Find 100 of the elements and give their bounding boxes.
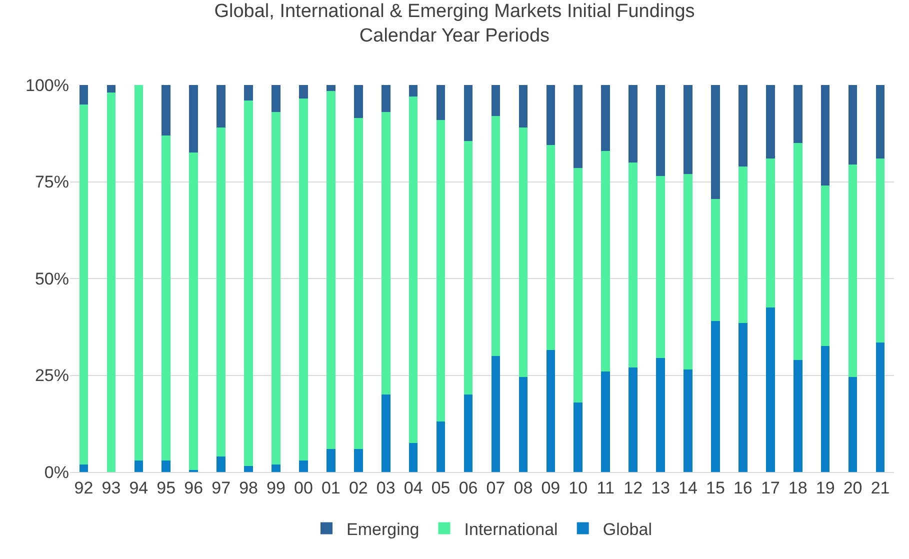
x-tick-label: 96: [184, 478, 204, 498]
chart-title: Global, International & Emerging Markets Initial Fundings: [214, 0, 695, 22]
x-tick-label: 99: [266, 478, 286, 498]
bar: [793, 85, 802, 144]
bar: [601, 371, 610, 472]
bar: [711, 199, 720, 322]
bar: [106, 92, 116, 472]
bar: [656, 176, 665, 358]
bar: [244, 85, 253, 100]
bar: [436, 120, 446, 422]
bar: [162, 85, 171, 136]
bar: [381, 112, 390, 395]
x-tick-label: 15: [706, 478, 725, 498]
bar: [491, 85, 500, 116]
bar: [79, 464, 88, 472]
bar: [518, 377, 528, 472]
x-tick-label: 05: [431, 478, 450, 498]
bar: [244, 466, 253, 472]
bar: [79, 104, 88, 464]
bar: [684, 85, 692, 174]
x-tick-label: 18: [788, 478, 808, 498]
bar: [436, 422, 446, 472]
bar: [656, 85, 665, 176]
x-tick-label: 03: [376, 478, 396, 498]
legend-label: International: [464, 520, 558, 539]
bar: [601, 85, 610, 151]
bar: [656, 358, 665, 472]
bar: [766, 85, 775, 159]
bar: [216, 85, 226, 128]
x-tick-label: 06: [458, 478, 478, 498]
bar: [628, 85, 638, 162]
bar: [244, 100, 253, 466]
x-tick-label: 12: [624, 478, 643, 498]
bar: [491, 116, 500, 356]
x-tick-label: 11: [596, 478, 614, 498]
x-tick-label: 95: [156, 478, 176, 498]
bar: [272, 85, 280, 112]
x-tick-label: 13: [651, 478, 670, 498]
bar: [546, 350, 556, 472]
bar: [574, 168, 583, 402]
y-tick-label: 25%: [34, 366, 69, 386]
bar: [134, 85, 144, 460]
x-tick-label: 01: [321, 478, 340, 498]
x-tick-label: 02: [348, 478, 368, 498]
bar: [272, 464, 280, 472]
bar: [491, 356, 500, 472]
bar: [876, 158, 885, 342]
bar: [272, 112, 280, 464]
bar: [546, 144, 556, 350]
x-tick-label: 07: [486, 478, 506, 498]
bar: [793, 143, 802, 360]
bar: [793, 360, 802, 472]
legend-label: Global: [602, 520, 652, 539]
x-tick-label: 04: [404, 478, 423, 498]
bar: [408, 442, 418, 472]
bar: [628, 162, 638, 368]
bar: [106, 85, 116, 93]
bar: [216, 456, 226, 472]
legend-label: Emerging: [346, 520, 420, 539]
bar: [189, 85, 198, 153]
bar: [381, 85, 390, 112]
bar: [766, 158, 775, 308]
bar: [464, 141, 473, 395]
y-tick-label: 100%: [26, 76, 69, 95]
y-tick-label: 75%: [34, 172, 69, 192]
bar: [162, 460, 171, 472]
x-tick-label: 00: [294, 478, 313, 498]
bar: [354, 448, 363, 472]
x-tick-label: 94: [129, 478, 148, 498]
chart-subtitle: Calendar Year Periods: [359, 25, 550, 46]
bar: [684, 174, 692, 370]
bar: [436, 85, 446, 120]
bar: [848, 85, 858, 164]
bar: [848, 164, 858, 378]
bar: [464, 394, 473, 472]
y-tick-label: 50%: [34, 269, 69, 288]
bar: [381, 394, 390, 472]
bar: [574, 402, 583, 472]
bar: [464, 85, 473, 142]
bar: [848, 377, 858, 472]
bar: [518, 85, 528, 128]
bar: [546, 85, 556, 145]
bar: [408, 85, 418, 97]
bar: [326, 448, 336, 472]
x-tick-label: 20: [843, 478, 862, 498]
bar: [711, 321, 720, 472]
bar: [766, 308, 775, 472]
bar: [299, 460, 308, 472]
bar: [820, 346, 830, 472]
x-tick-label: 16: [733, 478, 752, 498]
y-tick-label: 0%: [44, 462, 69, 482]
x-tick-label: 92: [74, 478, 94, 498]
x-tick-label: 19: [816, 478, 835, 498]
bar: [408, 96, 418, 443]
x-tick-label: 08: [514, 478, 533, 498]
bar: [326, 90, 336, 449]
bar: [354, 118, 363, 449]
bar: [628, 368, 638, 472]
bar: [876, 85, 885, 159]
bar: [162, 135, 171, 460]
